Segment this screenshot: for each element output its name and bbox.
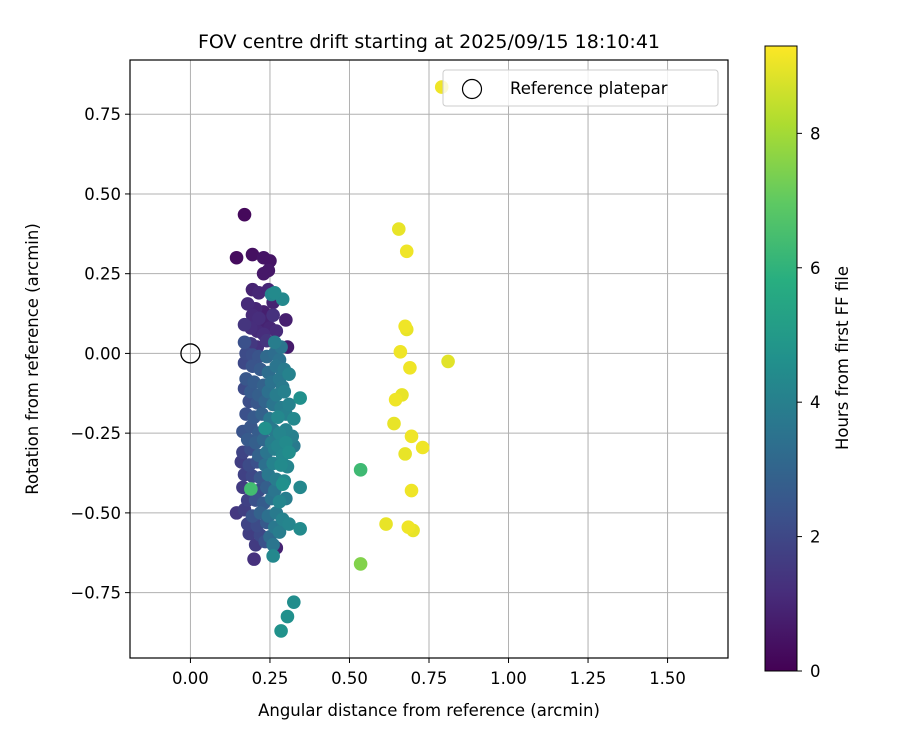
data-point: [403, 360, 417, 375]
data-point: [353, 463, 368, 477]
data-point: [258, 421, 272, 436]
data-point: [280, 609, 295, 624]
y-tick-label: −0.75: [70, 584, 121, 603]
colorbar-ticks: 0 2 4 6 8: [797, 124, 821, 681]
y-tick-label: −0.25: [70, 424, 121, 443]
data-point: [266, 549, 280, 563]
colorbar-label: Hours from first FF file: [833, 266, 852, 450]
colorbar: 0 2 4 6 8 Hours from first FF file: [764, 45, 852, 681]
x-tick-label: 1.25: [570, 669, 607, 688]
data-point: [229, 250, 244, 265]
data-point: [266, 537, 280, 552]
y-tick-label: 0.25: [84, 265, 121, 284]
data-point: [237, 335, 252, 350]
x-tick-label: 1.00: [490, 669, 527, 688]
x-tick-label: 1.50: [649, 669, 686, 688]
x-tick-label: 0.75: [411, 669, 448, 688]
legend: Reference platepar: [442, 69, 719, 107]
data-point: [398, 447, 412, 461]
data-point: [391, 222, 406, 236]
data-point: [267, 335, 282, 350]
data-point: [272, 426, 287, 440]
data-point: [388, 392, 403, 407]
colorbar-gradient: [764, 45, 798, 672]
data-point: [287, 595, 301, 609]
data-point: [267, 286, 282, 300]
x-tick-label: 0.25: [252, 669, 289, 688]
legend-marker: [461, 78, 483, 100]
grid-lines: [130, 60, 728, 658]
y-axis-label: Rotation from reference (arcmin): [23, 223, 42, 495]
data-point: [272, 525, 287, 539]
data-point: [404, 483, 419, 498]
data-point: [247, 552, 261, 566]
data-point: [245, 247, 260, 262]
x-tick-label: 0.50: [331, 669, 368, 688]
legend-label: Reference platepar: [510, 79, 668, 98]
data-point: [401, 520, 416, 535]
data-point: [387, 416, 401, 431]
colorbar-tick-label: 6: [810, 259, 821, 278]
data-point: [282, 397, 296, 412]
data-point: [275, 477, 290, 491]
data-point: [404, 429, 419, 444]
data-point: [379, 517, 393, 531]
data-point: [441, 354, 455, 369]
data-point: [274, 624, 288, 638]
colorbar-tick-label: 2: [810, 528, 821, 547]
data-point: [398, 319, 412, 334]
y-tick-label: 0.50: [84, 185, 121, 204]
reference-marker: [180, 343, 201, 364]
y-axis-ticks: 0.75 0.50 0.25 0.00 −0.25 −0.50 −0.75: [70, 105, 130, 603]
data-point: [415, 440, 430, 455]
colorbar-tick-label: 0: [810, 662, 821, 681]
legend-box: [442, 69, 719, 107]
data-point: [282, 367, 296, 381]
data-point: [287, 412, 301, 426]
data-point: [261, 263, 276, 278]
data-point: [240, 297, 255, 311]
data-point: [266, 308, 280, 322]
data-point: [282, 517, 296, 531]
data-point: [293, 480, 307, 495]
data-point: [271, 410, 285, 425]
data-point: [277, 384, 292, 399]
chart-title: FOV centre drift starting at 2025/09/15 …: [198, 31, 660, 53]
data-point: [282, 445, 296, 460]
data-point: [399, 244, 414, 259]
data-point: [269, 324, 284, 338]
colorbar-tick-label: 8: [810, 124, 821, 143]
data-point: [244, 482, 258, 496]
y-tick-label: 0.75: [84, 105, 121, 124]
data-point: [353, 557, 368, 571]
data-point: [393, 345, 408, 359]
data-point: [293, 391, 307, 405]
colorbar-tick-label: 4: [810, 393, 821, 412]
reference-point-marker: [180, 343, 201, 364]
data-point: [252, 311, 266, 326]
x-axis-label: Angular distance from reference (arcmin): [258, 701, 600, 720]
y-tick-label: −0.50: [70, 504, 121, 523]
data-point: [293, 522, 307, 536]
data-point: [274, 458, 288, 472]
data-point: [279, 313, 293, 327]
data-point: [237, 317, 252, 332]
x-tick-label: 0.00: [172, 669, 209, 688]
y-tick-label: 0.00: [84, 344, 121, 363]
x-axis-ticks: 0.00 0.25 0.50 0.75 1.00 1.25 1.50: [172, 658, 686, 688]
data-point: [272, 494, 287, 509]
data-points: [229, 80, 455, 638]
data-point: [237, 207, 252, 222]
